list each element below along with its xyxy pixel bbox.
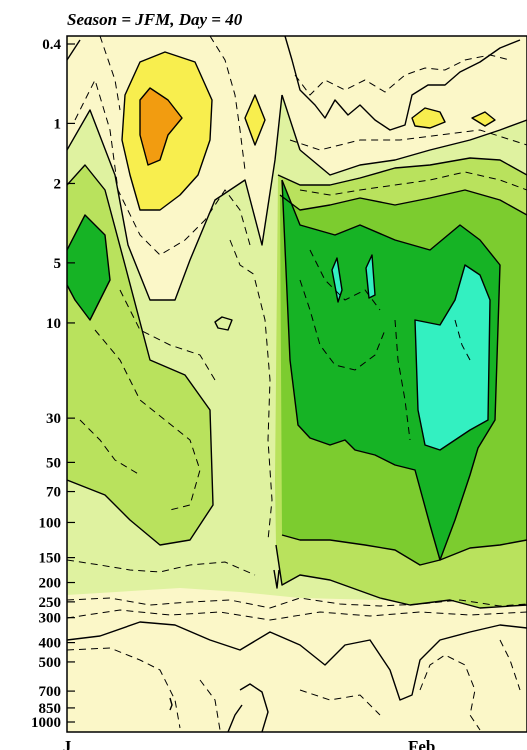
y-tick-label: 700 <box>39 684 62 700</box>
y-tick-label: 400 <box>39 636 62 652</box>
y-tick-label: 850 <box>39 701 62 717</box>
y-tick-label: 0.4 <box>42 37 61 53</box>
y-tick-label: 30 <box>46 411 61 427</box>
plot-frame <box>66 35 527 733</box>
x-tick-label-jan: J <box>63 737 72 750</box>
level-darkgreen-region <box>67 215 110 320</box>
dashed-contours <box>67 36 527 731</box>
level-cyan-region <box>415 265 490 450</box>
contour-field <box>67 36 527 732</box>
y-tick-label: 1 <box>54 116 62 132</box>
level-yellow-region-3 <box>412 108 445 128</box>
chart-title: Season = JFM, Day = 40 <box>67 10 243 29</box>
y-tick-label: 5 <box>54 256 62 272</box>
y-tick-label: 200 <box>39 576 62 592</box>
x-tick-label-feb: Feb <box>408 737 435 750</box>
y-tick-label: 150 <box>39 551 62 567</box>
y-tick-label: 250 <box>39 595 62 611</box>
level-orange-region <box>140 88 182 165</box>
y-tick-label: 100 <box>39 515 62 531</box>
y-tick-label: 70 <box>46 485 61 501</box>
y-tick-label: 50 <box>46 455 61 471</box>
y-tick-label: 2 <box>54 176 62 192</box>
y-tick-label: 300 <box>39 611 62 627</box>
level-cyan-region-2 <box>332 258 342 302</box>
x-axis: J Feb <box>63 737 436 750</box>
y-tick-label: 500 <box>39 655 62 671</box>
y-tick-label: 1000 <box>31 715 61 731</box>
y-tick-label: 10 <box>46 316 61 332</box>
solid-contours <box>67 36 527 732</box>
